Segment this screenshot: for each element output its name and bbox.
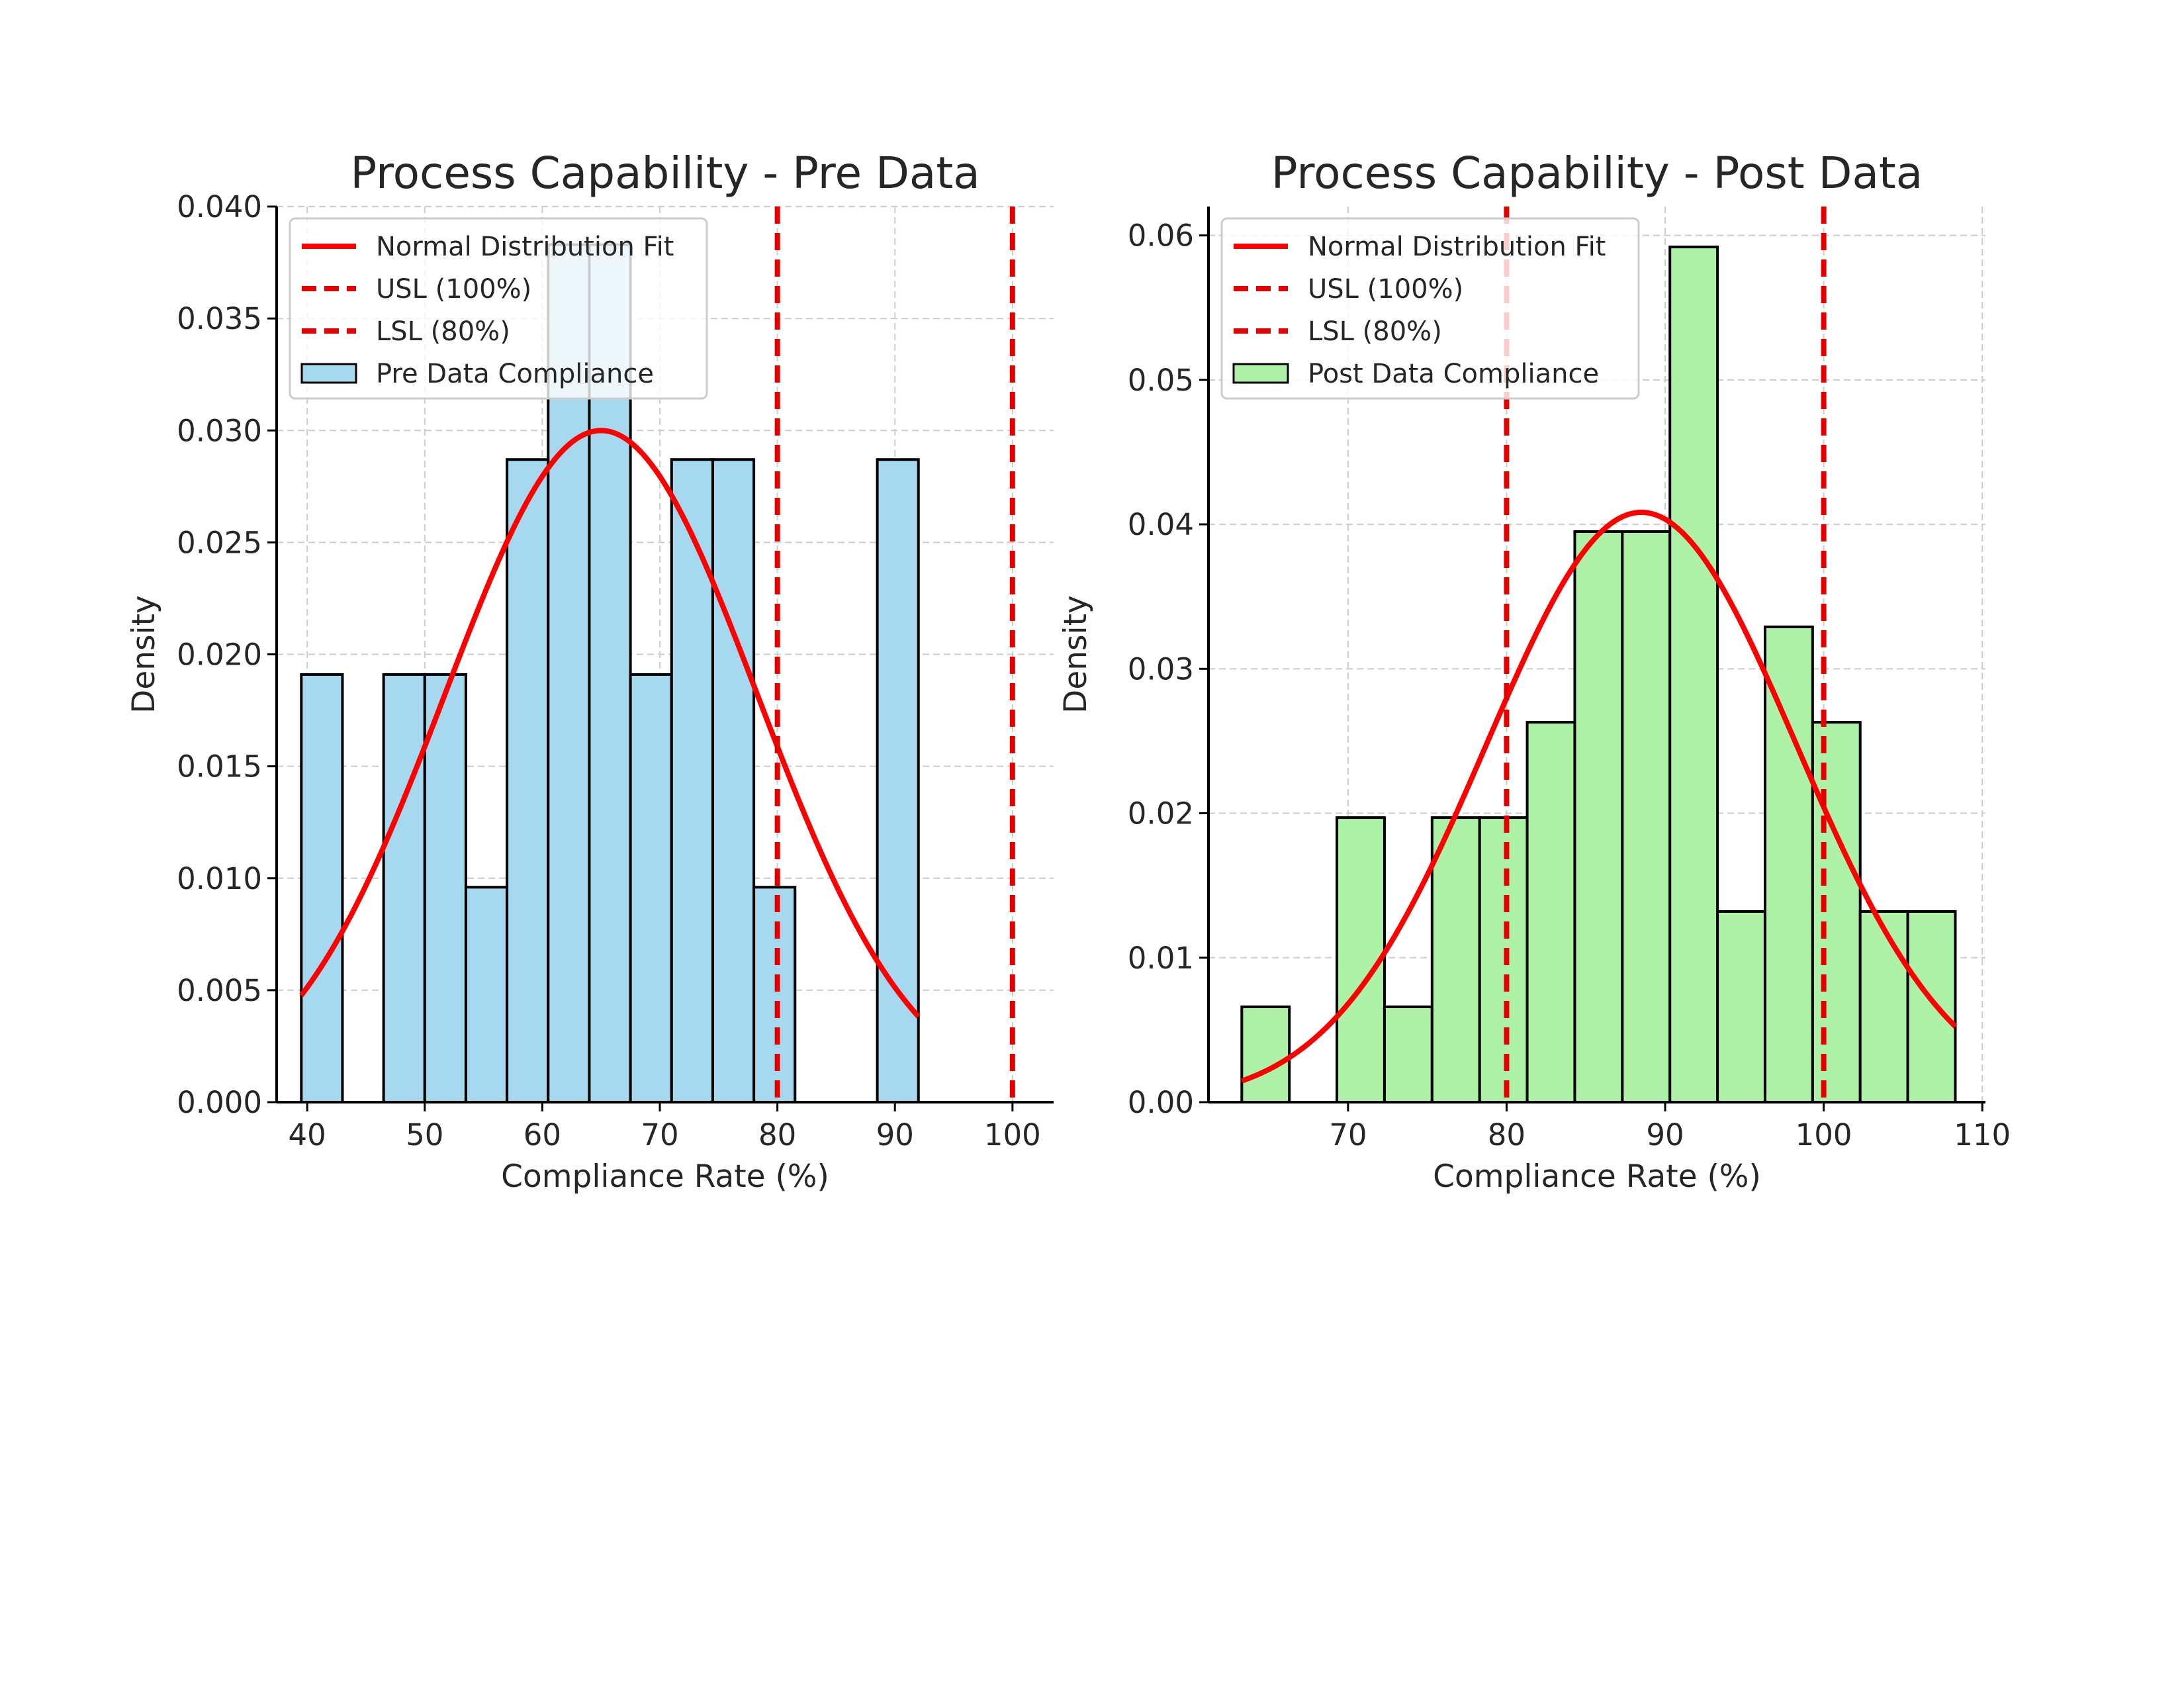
histogram-bar [1906,910,1957,1103]
histogram-bar [382,673,426,1103]
pre-data-chart: Process Capability - Pre Data Compliance… [126,148,1054,1195]
histogram-bar [1763,626,1814,1103]
legend-swatch-patch [1232,363,1289,384]
legend-box [289,217,708,400]
y-tick-label: 0.010 [177,861,262,896]
legend-label: USL (100%) [1308,274,1463,305]
y-tick-label: 0.015 [177,749,262,784]
y-tick-label: 0.035 [177,301,262,336]
axes [1207,207,1985,1103]
x-axis-label: Compliance Rate (%) [1433,1158,1761,1195]
x-tick-label: 110 [1954,1117,2011,1152]
legend-label: Pre Data Compliance [376,359,654,389]
legend: Normal Distribution Fit USL (100%) LSL (80… [1220,217,1640,400]
histogram-bar [1525,721,1576,1104]
x-tick-label: 60 [523,1117,561,1152]
legend-label: Normal Distribution Fit [376,232,674,262]
normal-fit-line [299,428,921,1019]
x-tick-label: 100 [1796,1117,1852,1152]
legend-label: Post Data Compliance [1308,359,1599,389]
legend-label: Normal Distribution Fit [1308,232,1606,262]
x-tick-label: 100 [984,1117,1041,1152]
histogram-bar [300,673,344,1103]
histogram-bar [1478,816,1529,1104]
y-ticks: 0.00 0.01 0.02 0.03 0.04 0.05 0.06 [1128,218,1208,1120]
normal-fit-line [1240,509,1958,1084]
y-tick-label: 0.005 [177,973,262,1008]
normal-fit-curve [299,428,921,1019]
histogram-bar [1858,910,1909,1103]
x-tick-label: 70 [641,1117,678,1152]
legend-box [1220,217,1640,400]
histogram-bar [1716,910,1766,1103]
y-tick-label: 0.00 [1128,1085,1194,1120]
histogram-bar [423,673,467,1103]
histogram-bar [670,458,714,1103]
histogram-bar [464,886,509,1104]
y-tick-label: 0.030 [177,413,262,448]
chart-title: Process Capability - Post Data [1271,148,1923,199]
legend-label: USL (100%) [376,274,531,305]
histogram-bar [1336,816,1386,1104]
histogram-bar [1621,530,1672,1103]
y-tick-label: 0.04 [1128,507,1194,542]
histogram-bar [1240,1005,1291,1103]
histogram-bar [1430,816,1481,1104]
spec-limit-lines [774,207,1015,1102]
histogram-bar [752,886,797,1104]
post-data-chart: Process Capability - Post Data Complianc… [1058,148,2011,1195]
x-ticks: 70 80 90 100 110 [1329,1102,2011,1152]
x-tick-label: 50 [406,1117,443,1152]
normal-fit-curve [1240,509,1958,1084]
x-tick-label: 40 [289,1117,326,1152]
x-tick-label: 80 [1488,1117,1525,1152]
y-tick-label: 0.02 [1128,796,1194,831]
legend: Normal Distribution Fit USL (100%) LSL (80… [289,217,708,400]
x-tick-label: 80 [758,1117,796,1152]
y-axis-label: Density [126,595,162,714]
histogram-bar [1811,721,1862,1104]
histogram-bar [506,458,550,1103]
x-tick-label: 90 [876,1117,914,1152]
y-axis-label: Density [1058,595,1094,714]
legend-label: LSL (80%) [1308,316,1442,347]
histogram-bar [1573,530,1624,1103]
x-ticks: 40 50 60 70 80 90 100 [289,1102,1041,1152]
x-tick-label: 90 [1646,1117,1684,1152]
histogram-bars [1240,246,1957,1104]
legend-label: LSL (80%) [376,316,510,347]
y-tick-label: 0.040 [177,189,262,224]
y-tick-label: 0.000 [177,1085,262,1120]
chart-title: Process Capability - Pre Data [350,148,979,199]
histogram-bar [629,673,673,1103]
y-tick-label: 0.025 [177,525,262,560]
legend-swatch-patch [300,363,357,384]
histogram-bar [1668,246,1719,1103]
y-tick-label: 0.03 [1128,651,1194,686]
x-axis-label: Compliance Rate (%) [501,1158,829,1195]
histogram-bar [1383,1005,1433,1103]
y-tick-label: 0.06 [1128,218,1194,254]
y-tick-label: 0.01 [1128,941,1194,976]
x-tick-label: 70 [1329,1117,1367,1152]
y-tick-label: 0.020 [177,637,262,673]
histogram-bar [711,458,756,1103]
y-tick-label: 0.05 [1128,363,1194,398]
y-ticks: 0.000 0.005 0.010 0.015 0.020 0.025 0.030 0.035… [177,189,277,1120]
